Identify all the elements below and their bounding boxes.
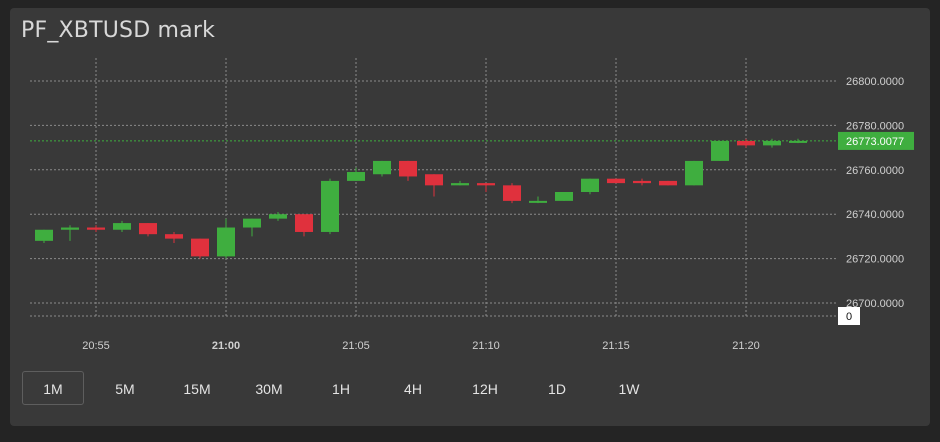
timeframe-button-5m[interactable]: 5M bbox=[115, 381, 135, 397]
x-tick-label: 21:05 bbox=[342, 340, 370, 352]
candle-body bbox=[737, 140, 755, 146]
candle-body bbox=[789, 140, 807, 143]
x-tick-label: 20:55 bbox=[82, 340, 110, 352]
x-tick-label: 21:20 bbox=[732, 340, 760, 352]
candle-body bbox=[243, 218, 261, 228]
candle-body bbox=[555, 192, 573, 201]
candle-body bbox=[399, 160, 417, 177]
last-price-tag bbox=[838, 131, 914, 150]
timeframe-button-1h[interactable]: 1H bbox=[332, 381, 350, 397]
timeframe-button-1d[interactable]: 1D bbox=[548, 381, 566, 397]
candle-body bbox=[763, 140, 781, 146]
timeframe-button-15m[interactable]: 15M bbox=[183, 381, 211, 397]
candle-body bbox=[581, 178, 599, 192]
volume-tag bbox=[838, 307, 860, 325]
candle-body bbox=[61, 227, 79, 230]
candle-body bbox=[633, 180, 651, 184]
candlestick-chart[interactable]: 26800.0000 26780.0000 26760.0000 26740.0000… bbox=[0, 0, 940, 370]
timeframe-button-4h[interactable]: 4H bbox=[404, 381, 422, 397]
candle-body bbox=[217, 227, 235, 257]
candle-body bbox=[711, 140, 729, 161]
candle-body bbox=[139, 223, 157, 235]
y-tick-label: 26780.0000 bbox=[846, 120, 904, 132]
y-tick-label: 26760.0000 bbox=[846, 165, 904, 177]
candle-body bbox=[529, 200, 547, 203]
last-price-label: 26773.0077 bbox=[846, 136, 904, 148]
candle-body bbox=[347, 172, 365, 181]
candle-body bbox=[165, 234, 183, 239]
candle-body bbox=[35, 229, 53, 241]
chart-title: PF_XBTUSD mark bbox=[21, 18, 216, 43]
candle-body bbox=[87, 227, 105, 230]
candle-body bbox=[503, 185, 521, 201]
candle-body bbox=[607, 178, 625, 184]
y-tick-label: 26800.0000 bbox=[846, 76, 904, 88]
y-tick-label: 26740.0000 bbox=[846, 209, 904, 221]
chart-panel bbox=[10, 8, 930, 426]
candle-body bbox=[373, 160, 391, 175]
candle-body bbox=[477, 183, 495, 186]
timeframe-button-1w[interactable]: 1W bbox=[618, 381, 640, 397]
x-tick-label: 21:10 bbox=[472, 340, 500, 352]
timeframe-button-1m[interactable]: 1M bbox=[22, 371, 84, 405]
candle-body bbox=[425, 174, 443, 186]
candle-body bbox=[113, 223, 131, 230]
timeframe-button-12h[interactable]: 12H bbox=[472, 381, 498, 397]
candle-body bbox=[685, 160, 703, 186]
candle-body bbox=[321, 180, 339, 232]
candle-body bbox=[191, 238, 209, 257]
candle-body bbox=[295, 214, 313, 232]
y-tick-label: 26720.0000 bbox=[846, 254, 904, 266]
x-tick-label: 21:15 bbox=[602, 340, 630, 352]
candle-body bbox=[269, 214, 287, 219]
candle-body bbox=[451, 183, 469, 186]
volume-label: 0 bbox=[846, 311, 852, 323]
y-tick-label: 26700.0000 bbox=[846, 298, 904, 310]
candle-body bbox=[659, 180, 677, 186]
x-tick-label: 21:00 bbox=[212, 340, 240, 352]
timeframe-button-30m[interactable]: 30M bbox=[255, 381, 283, 397]
